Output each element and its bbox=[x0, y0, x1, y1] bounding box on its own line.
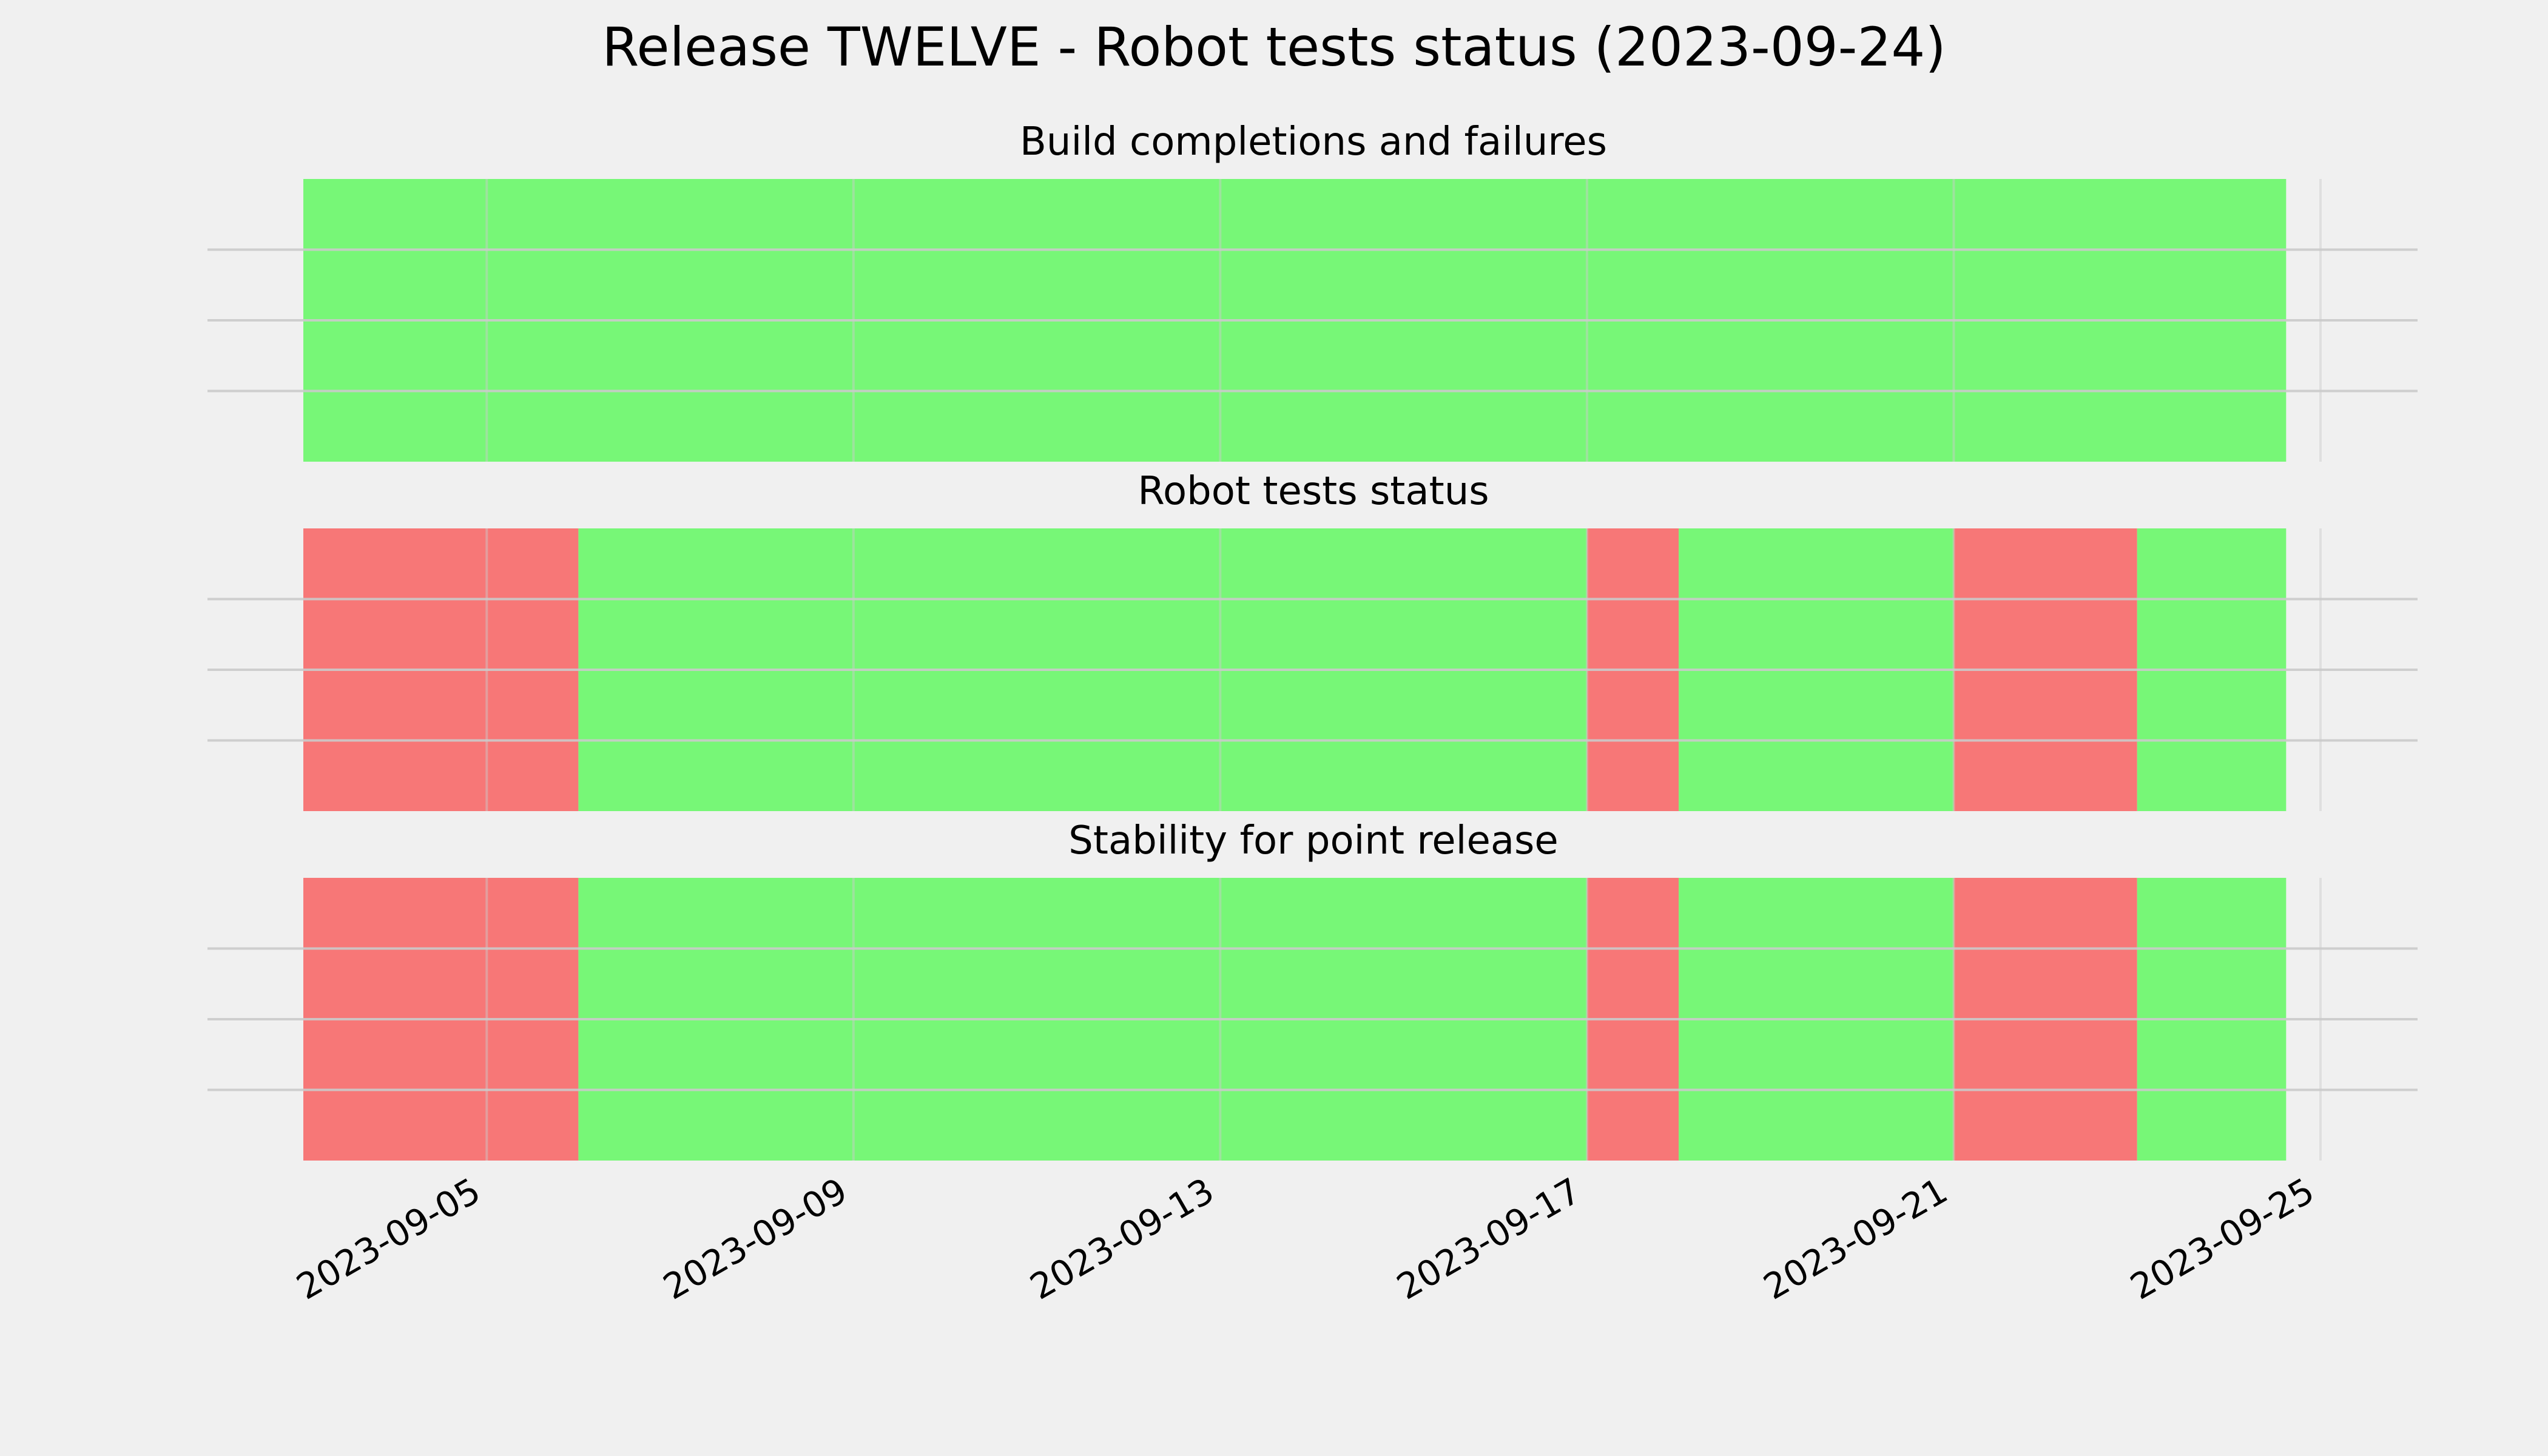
panel-title: Stability for point release bbox=[1068, 818, 1559, 863]
panel-title: Robot tests status bbox=[1138, 469, 1489, 514]
panels: Build completions and failures Robot test… bbox=[207, 120, 2418, 1161]
panel: Stability for point release bbox=[207, 818, 2418, 1161]
chart-title: Release TWELVE - Robot tests status (202… bbox=[602, 16, 1946, 78]
panel: Build completions and failures bbox=[207, 120, 2418, 462]
panel: Robot tests status bbox=[207, 469, 2418, 811]
panel-title: Build completions and failures bbox=[1020, 120, 1607, 164]
